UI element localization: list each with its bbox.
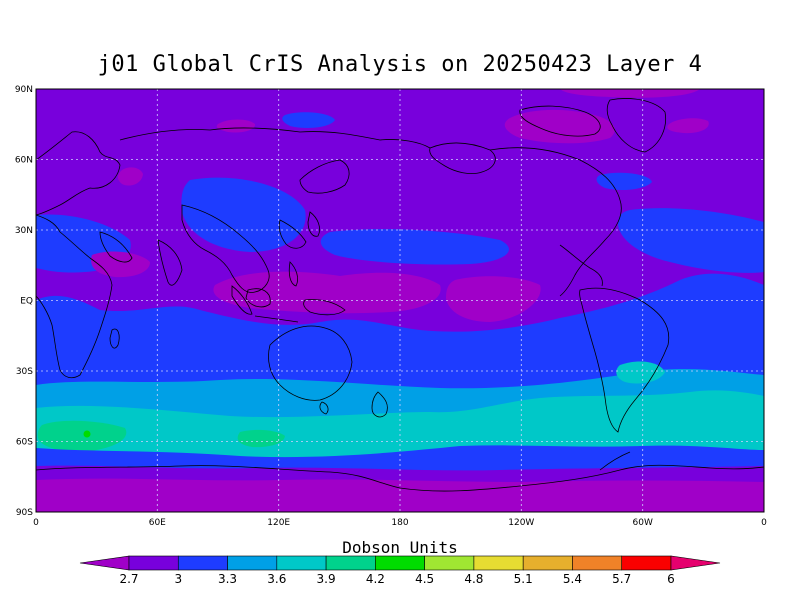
coast-china-korea: [278, 219, 307, 249]
field-patch-north-small: [282, 112, 335, 128]
lon-label: 180: [391, 518, 408, 528]
lon-label: 0: [761, 518, 767, 528]
colorbar-segment: [473, 555, 524, 571]
coast-sumatra: [231, 285, 253, 315]
coast-tasmania: [319, 401, 329, 415]
lat-axis: 90N 60N 30N EQ 30S 60S 90S: [15, 85, 33, 518]
coast-canada-arctic: [519, 105, 601, 137]
colorbar-segment: [375, 555, 425, 571]
coast-madagascar: [109, 328, 120, 349]
lat-label: 60S: [16, 438, 33, 448]
coast-gulf-mexico: [559, 244, 603, 287]
coast-australia: [268, 325, 353, 401]
colorbar-level-label: 3.6: [267, 572, 286, 586]
lat-label: 30S: [16, 367, 33, 377]
coastlines: [36, 98, 764, 492]
coast-siberia-pacific: [299, 159, 350, 194]
field-patch-greenland: [216, 119, 256, 133]
coast-arctic-eurasia: [119, 127, 431, 149]
field-patch-africa-tropical: [91, 251, 150, 278]
grid-lines: [36, 89, 764, 512]
map-frame: [35, 88, 765, 513]
colorbar: 2.7 3 3.3 3.6 3.9 4.2 4.5 4.8 5.1 5.4 5.7 6: [79, 555, 721, 586]
lon-label: 60W: [633, 518, 653, 528]
lat-label: 60N: [15, 156, 33, 166]
colorbar-level-label: 3.3: [218, 572, 237, 586]
colorbar-level-label: 5.7: [612, 572, 631, 586]
field-patch-siberia-west: [117, 167, 143, 186]
field-patch-south-indian-green: [37, 420, 127, 452]
field-patch-pacific-north: [320, 229, 509, 265]
map-title: j01 Global CrIS Analysis on 20250423 Lay…: [97, 52, 703, 77]
coast-europe-africa: [36, 131, 121, 216]
coast-new-guinea: [303, 299, 346, 316]
coast-antarctic-peninsula: [599, 451, 631, 471]
colorbar-level-label: 4.8: [464, 572, 483, 586]
colorbar-segment-min-arrow: [79, 555, 130, 571]
colorbar-level-label: 5.1: [514, 572, 533, 586]
field-patch-north-america: [618, 208, 764, 273]
colorbar-segment: [177, 555, 228, 571]
colorbar-level-label: 2.7: [119, 572, 138, 586]
colorbar-segment: [572, 555, 623, 571]
field-patch-pacific-east: [446, 276, 541, 322]
lon-axis: 0 60E 120E 180 120W 60W 0: [33, 518, 767, 528]
field-patch-central-asia: [181, 177, 306, 252]
field-patch-arctic-siberia: [504, 109, 615, 144]
colorbar-level-label: 6: [667, 572, 675, 586]
colorbar-level-label: 5.4: [563, 572, 582, 586]
field-patch-arctic-top: [560, 89, 700, 98]
colorbar-level-label: 3.9: [317, 572, 336, 586]
coast-antarctica: [36, 464, 764, 492]
colorbar-segment: [424, 555, 475, 571]
field-patch-australia-south-green: [237, 429, 285, 448]
colorbar-segment: [276, 555, 327, 571]
coast-japan: [307, 211, 320, 237]
field-patch-sa-cyan: [616, 361, 665, 384]
coast-philippines: [288, 261, 298, 287]
colorbar-segment: [621, 555, 672, 571]
lat-label: 90N: [15, 85, 33, 95]
field-max-dot: [83, 430, 91, 438]
coast-india: [157, 239, 183, 286]
coast-java: [254, 315, 299, 323]
coast-south-america: [579, 287, 670, 433]
colorbar-segment-max-arrow: [670, 555, 721, 571]
colorbar-segment: [522, 555, 573, 571]
lon-label: 60E: [149, 518, 166, 528]
coast-new-zealand: [371, 391, 388, 418]
coast-africa: [36, 214, 113, 379]
lon-label: 120E: [267, 518, 290, 528]
lon-label: 120W: [508, 518, 534, 528]
colorbar-level-label: 4.2: [366, 572, 385, 586]
colorbar-segment: [128, 555, 179, 571]
lat-label: EQ: [20, 297, 33, 307]
field-patch-arctic-east: [667, 118, 709, 134]
lat-label: 90S: [16, 508, 33, 518]
coast-greenland: [606, 98, 667, 153]
lon-label: 0: [33, 518, 39, 528]
colorbar-level-label: 4.5: [415, 572, 434, 586]
field-patch-north-small-2: [596, 172, 652, 190]
lat-label: 30N: [15, 226, 33, 236]
legend-title: Dobson Units: [342, 538, 458, 557]
colorbar-level-label: 3: [174, 572, 182, 586]
coast-alaska: [429, 142, 496, 174]
coast-borneo: [245, 288, 271, 308]
coast-north-america: [489, 147, 622, 297]
colorbar-segment: [227, 555, 278, 571]
coast-arabia: [99, 231, 133, 263]
coast-east-asia: [181, 204, 270, 293]
colorbar-segment: [325, 555, 376, 571]
